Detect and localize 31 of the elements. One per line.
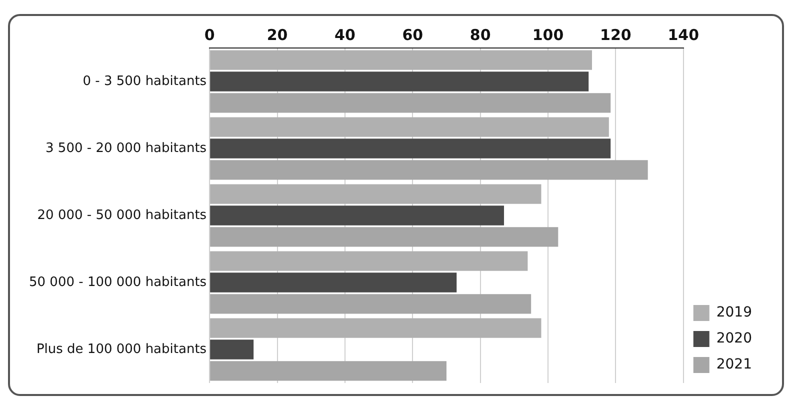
y-tick-label: Plus de 100 000 habitants bbox=[36, 342, 207, 357]
bar bbox=[210, 50, 592, 70]
bar bbox=[210, 361, 446, 381]
legend-label: 2019 bbox=[716, 304, 752, 321]
y-tick-label: 50 000 - 100 000 habitants bbox=[29, 274, 207, 290]
y-tick-label: 0 - 3 500 habitants bbox=[82, 74, 207, 89]
x-tick-label: 80 bbox=[470, 26, 491, 44]
x-tick-label: 20 bbox=[266, 26, 288, 44]
bar bbox=[210, 93, 611, 113]
y-tick-label: 20 000 - 50 000 habitants bbox=[37, 208, 207, 223]
bar bbox=[210, 318, 542, 338]
x-tick-label: 120 bbox=[600, 26, 632, 44]
bar bbox=[210, 117, 609, 137]
bar bbox=[210, 227, 558, 247]
x-tick-label: 100 bbox=[532, 26, 564, 44]
legend-label: 2020 bbox=[716, 330, 752, 347]
x-tick-label: 140 bbox=[668, 26, 700, 44]
x-tick-label: 0 bbox=[204, 26, 215, 44]
bar bbox=[210, 184, 542, 204]
bar bbox=[210, 340, 254, 360]
legend-label: 2021 bbox=[716, 356, 752, 373]
bar bbox=[210, 138, 611, 158]
y-tick-label: 3 500 - 20 000 habitants bbox=[46, 140, 207, 156]
bar bbox=[210, 72, 589, 92]
bar bbox=[210, 160, 648, 180]
x-tick-label: 40 bbox=[334, 26, 356, 44]
x-tick-label: 60 bbox=[402, 26, 424, 44]
bar bbox=[210, 206, 504, 226]
bar bbox=[210, 251, 528, 271]
bar bbox=[210, 272, 457, 292]
bar bbox=[210, 294, 532, 314]
